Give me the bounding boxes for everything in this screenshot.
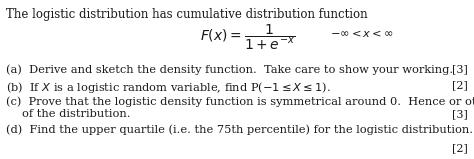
Text: (d)  Find the upper quartile (i.e. the 75th percentile) for the logistic distrib: (d) Find the upper quartile (i.e. the 75… xyxy=(6,124,473,135)
Text: The logistic distribution has cumulative distribution function: The logistic distribution has cumulative… xyxy=(6,8,368,21)
Text: of the distribution.: of the distribution. xyxy=(22,109,130,119)
Text: (a)  Derive and sketch the density function.  Take care to show your working.: (a) Derive and sketch the density functi… xyxy=(6,64,453,75)
Text: [3]: [3] xyxy=(452,64,468,74)
Text: [3]: [3] xyxy=(452,109,468,119)
Text: (c)  Prove that the logistic density function is symmetrical around 0.  Hence or: (c) Prove that the logistic density func… xyxy=(6,96,474,107)
Text: (b)  If $X$ is a logistic random variable, find P($-1 \leq X \leq 1$).: (b) If $X$ is a logistic random variable… xyxy=(6,80,331,95)
Text: $F(x) = \dfrac{1}{1+e^{-x}}$: $F(x) = \dfrac{1}{1+e^{-x}}$ xyxy=(200,22,295,52)
Text: [2]: [2] xyxy=(452,143,468,153)
Text: [2]: [2] xyxy=(452,80,468,90)
Text: $-\infty < x < \infty$: $-\infty < x < \infty$ xyxy=(330,28,394,39)
